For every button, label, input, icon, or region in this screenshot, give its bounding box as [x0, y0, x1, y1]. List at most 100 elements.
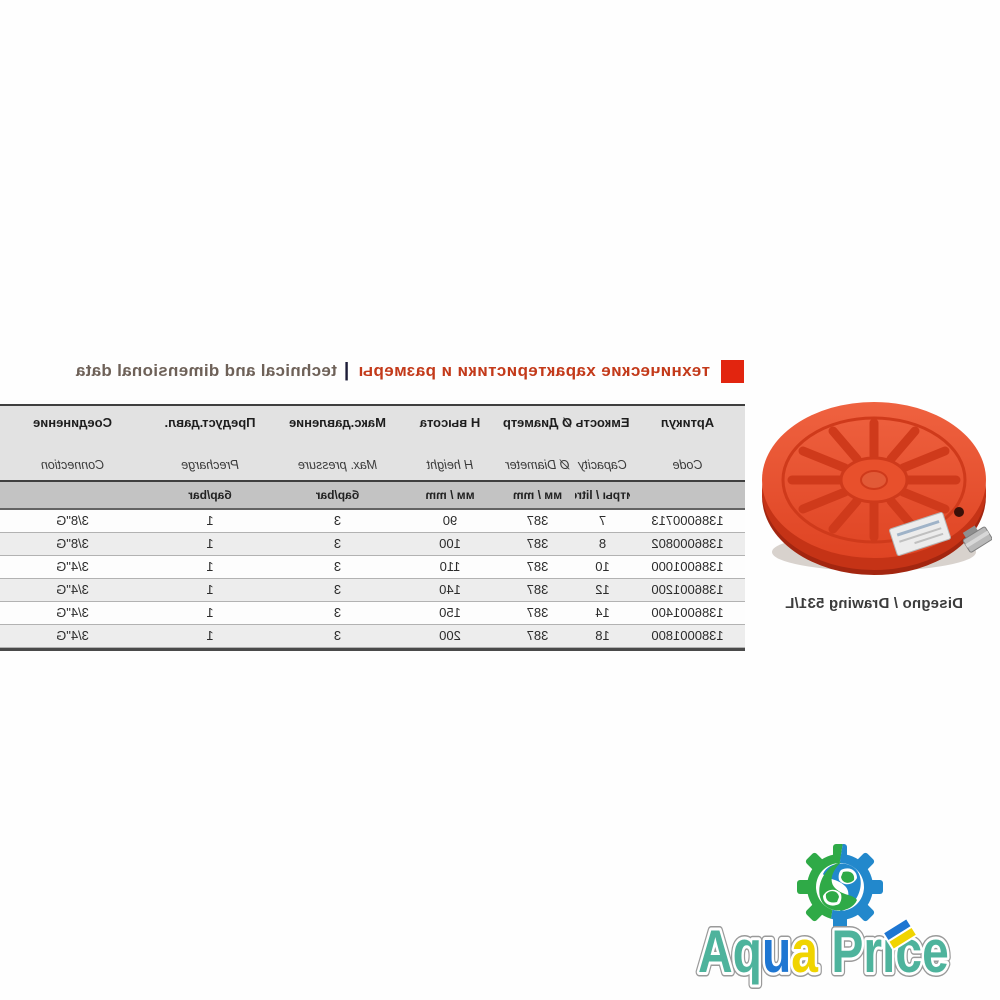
col-ru: H высота — [419, 415, 481, 430]
cell-precharge: 1 — [206, 559, 214, 574]
title-english: technical and dimensional data — [75, 361, 337, 380]
table-units-row: литры / litres мм / mm мм / mm бар/bar б… — [0, 482, 745, 510]
svg-text:Aqua Prıce: Aqua Prıce — [698, 918, 949, 985]
leaf-icon — [825, 891, 839, 903]
col-header-max-pressure: Макс.давление Max. pressure — [275, 406, 400, 480]
cell-precharge: 1 — [206, 628, 214, 643]
cell-code: 1386001200 — [651, 582, 724, 597]
cell-diameter: 387 — [526, 536, 549, 551]
radial-ribs — [787, 418, 961, 542]
unit-label: мм / mm — [425, 488, 475, 502]
cell-capacity: 14 — [595, 605, 610, 620]
col-header-diameter: Ø Диаметр Ø Diameter — [500, 406, 575, 480]
drawing-caption: Disegno / Drawing 531/L — [785, 595, 963, 612]
ukraine-flag-dot — [881, 916, 919, 952]
col-header-precharge: Предуст.давл. Precharge — [145, 406, 275, 480]
cell-height: 150 — [439, 605, 461, 620]
cell-max-pressure: 3 — [333, 582, 342, 597]
col-header-code: Артикул Code — [630, 406, 745, 480]
product-label — [889, 512, 951, 556]
col-en: Connection — [40, 458, 105, 472]
connection-fitting — [962, 525, 993, 553]
cell-connection: 3/4"G — [56, 605, 89, 620]
cell-diameter: 387 — [526, 628, 549, 643]
col-header-connection: Соединение Connection — [0, 406, 145, 480]
cell-connection: 3/4"G — [56, 559, 89, 574]
table-body: 1386000713 7 387 90 3 1 3/8"G 1386000802… — [0, 510, 745, 648]
cell-max-pressure: 3 — [333, 559, 342, 574]
cell-capacity: 12 — [595, 582, 610, 597]
table-bottom-rule — [0, 648, 745, 651]
table-row: 1380001800 18 387 200 3 1 3/4"G — [0, 625, 745, 648]
unit-label: бар/bar — [188, 488, 232, 502]
cell-precharge: 1 — [206, 513, 214, 528]
cell-capacity: 8 — [598, 536, 607, 551]
cell-precharge: 1 — [206, 582, 214, 597]
gear-leaf-icon — [797, 844, 883, 930]
cell-precharge: 1 — [206, 605, 214, 620]
table-row: 1386001200 12 387 140 3 1 3/4"G — [0, 579, 745, 602]
cell-diameter: 387 — [526, 513, 549, 528]
unit-label: бар/bar — [315, 488, 360, 502]
table-row: 1386000713 7 387 90 3 1 3/8"G — [0, 510, 745, 533]
cell-capacity: 18 — [595, 628, 610, 643]
table-row: 1386000802 8 387 100 3 1 3/8"G — [0, 533, 745, 556]
cell-height: 100 — [439, 536, 461, 551]
leaf-icon — [841, 871, 855, 883]
col-ru: Предуст.давл. — [164, 415, 256, 430]
table-row: 1386001400 14 387 150 3 1 3/4"G — [0, 602, 745, 625]
cell-connection: 3/8"G — [56, 536, 89, 551]
col-en: Ø Diameter — [505, 458, 570, 472]
cell-height: 110 — [439, 559, 461, 574]
col-ru: Артикул — [660, 415, 715, 430]
cell-connection: 3/4"G — [56, 628, 89, 643]
cell-max-pressure: 3 — [333, 605, 342, 620]
cell-code: 1386000802 — [651, 536, 724, 551]
cell-code: 1386000713 — [651, 513, 724, 528]
unit-label: литры / litres — [575, 488, 630, 502]
cell-height: 140 — [439, 582, 461, 597]
cell-height: 200 — [439, 628, 461, 643]
spec-table: Артикул Code Емкость Capacity Ø Диаметр … — [0, 404, 745, 651]
cell-connection: 3/8"G — [56, 513, 89, 528]
mirrored-catalog-sheet: технические характеристики и размеры | t… — [0, 352, 1000, 664]
cell-code: 1386001400 — [651, 605, 724, 620]
expansion-tank-image — [762, 402, 993, 575]
cell-capacity: 7 — [598, 513, 607, 528]
table-row: 1386001000 10 387 110 3 1 3/4"G — [0, 556, 745, 579]
svg-text:Aqua Prıce: Aqua Prıce — [698, 918, 949, 985]
cell-diameter: 387 — [526, 605, 549, 620]
col-ru: Макс.давление — [288, 415, 387, 430]
col-ru: Ø Диаметр — [502, 415, 573, 430]
col-en: H height — [426, 458, 474, 472]
aqua-price-watermark: Aqua Prıce Aqua Prıce — [688, 838, 988, 990]
col-en: Precharge — [181, 458, 239, 472]
title-separator: | — [343, 360, 350, 381]
aqua-price-logo: Aqua Prıce Aqua Prıce — [694, 844, 953, 989]
red-square-bullet — [721, 359, 744, 383]
unit-label: мм / mm — [512, 488, 563, 502]
cell-diameter: 387 — [526, 582, 549, 597]
col-ru: Соединение — [33, 415, 112, 430]
col-en: Max. pressure — [297, 458, 378, 472]
cell-height: 90 — [442, 513, 458, 528]
cell-max-pressure: 3 — [333, 628, 342, 643]
col-en: Code — [672, 458, 703, 472]
col-header-capacity: Емкость Capacity — [575, 406, 630, 480]
product-photo — [756, 392, 993, 632]
air-valve-hole — [954, 507, 964, 517]
cell-code: 1386001000 — [651, 559, 724, 574]
title-russian: технические характеристики и размеры — [358, 361, 710, 380]
table-header-names: Артикул Code Емкость Capacity Ø Диаметр … — [0, 406, 745, 480]
col-en: Capacity — [578, 458, 627, 472]
section-title: технические характеристики и размеры | t… — [76, 358, 744, 384]
cell-diameter: 387 — [526, 559, 549, 574]
cell-max-pressure: 3 — [333, 536, 342, 551]
wordmark: Aqua Prıce Aqua Prıce — [694, 914, 953, 989]
col-header-height: H высота H height — [400, 406, 500, 480]
cell-connection: 3/4"G — [56, 582, 89, 597]
cell-code: 1380001800 — [651, 628, 724, 643]
cell-capacity: 10 — [595, 559, 610, 574]
cell-max-pressure: 3 — [333, 513, 342, 528]
